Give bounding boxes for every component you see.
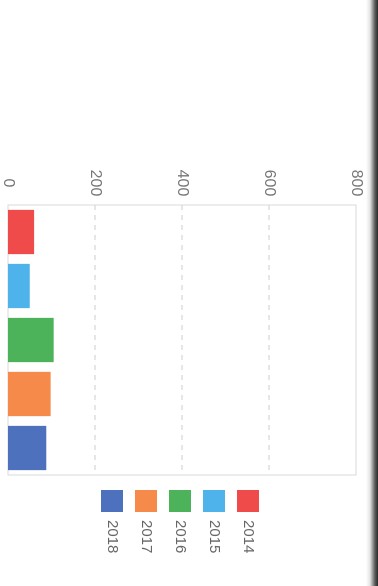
legend-swatch-2015 xyxy=(203,490,225,512)
legend-swatch-2014 xyxy=(237,490,259,512)
bar-2016 xyxy=(7,317,54,363)
bar-2015 xyxy=(8,263,30,309)
legend-label-2015: 2015 xyxy=(206,520,223,553)
tick-label: 0 xyxy=(0,179,17,188)
bar-2018 xyxy=(8,425,47,471)
tick-label: 200 xyxy=(87,170,104,197)
window-frame-edge xyxy=(366,0,378,586)
legend-swatch-2018 xyxy=(101,490,123,512)
tick-label: 400 xyxy=(174,170,191,197)
bar-2017 xyxy=(8,371,51,417)
bar-2014 xyxy=(8,209,35,255)
legend-swatch-2017 xyxy=(135,490,157,512)
legend-label-2017: 2017 xyxy=(138,520,155,553)
tick-label: 600 xyxy=(261,170,278,197)
legend-label-2018: 2018 xyxy=(104,520,121,553)
legend-label-2016: 2016 xyxy=(172,520,189,553)
legend-swatch-2016 xyxy=(169,490,191,512)
tick-label: 800 xyxy=(348,170,365,197)
legend-label-2014: 2014 xyxy=(240,520,257,553)
